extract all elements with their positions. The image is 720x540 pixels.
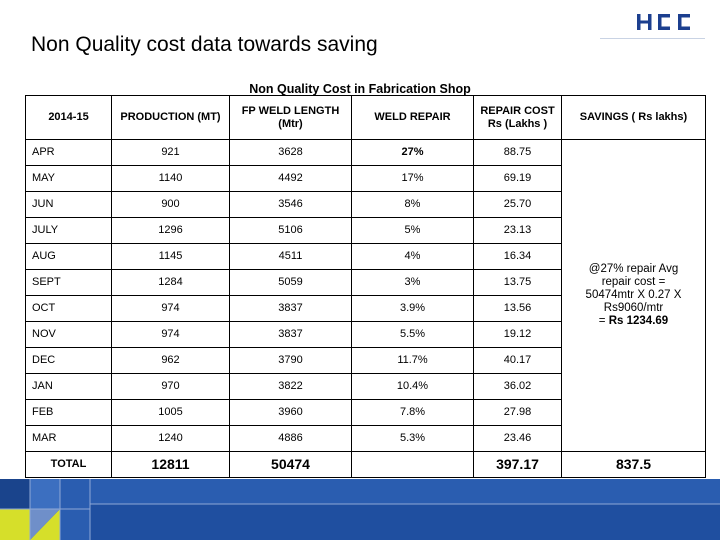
weld-repair-cell: 3%	[351, 269, 474, 296]
weld-length-cell: 4511	[229, 243, 352, 270]
table-row: MAR 1240 4886 5.3% 23.46	[25, 425, 706, 452]
note-line: repair cost =	[601, 276, 666, 288]
production-cell: 1005	[111, 399, 230, 426]
col-header-savings: SAVINGS ( Rs lakhs)	[561, 95, 706, 140]
repair-cost-cell: 23.46	[473, 425, 562, 452]
production-cell: 1240	[111, 425, 230, 452]
repair-cost-cell: 13.75	[473, 269, 562, 296]
col-header-production: PRODUCTION (MT)	[111, 95, 230, 140]
month-cell: JUN	[25, 191, 112, 218]
col-header-weld-repair: WELD REPAIR	[351, 95, 474, 140]
table-row: JAN 970 3822 10.4% 36.02	[25, 373, 706, 400]
repair-cost-cell: 36.02	[473, 373, 562, 400]
header-divider	[600, 38, 705, 39]
weld-repair-cell: 17%	[351, 165, 474, 192]
weld-length-cell: 4492	[229, 165, 352, 192]
weld-length-cell: 3822	[229, 373, 352, 400]
total-label: TOTAL	[25, 451, 112, 478]
weld-length-cell: 4886	[229, 425, 352, 452]
production-cell: 970	[111, 373, 230, 400]
table-row: JULY 1296 5106 5% 23.13	[25, 217, 706, 244]
repair-cost-cell: 25.70	[473, 191, 562, 218]
total-repair-cost: 397.17	[473, 451, 562, 478]
month-cell: APR	[25, 139, 112, 166]
month-cell: JULY	[25, 217, 112, 244]
month-cell: NOV	[25, 321, 112, 348]
weld-repair-cell: 3.9%	[351, 295, 474, 322]
weld-repair-cell: 10.4%	[351, 373, 474, 400]
non-quality-cost-table: 2014-15 PRODUCTION (MT) FP WELD LENGTH (…	[25, 95, 706, 478]
note-line: @27% repair Avg	[588, 263, 679, 275]
repair-cost-cell: 13.56	[473, 295, 562, 322]
month-cell: OCT	[25, 295, 112, 322]
weld-length-cell: 3837	[229, 295, 352, 322]
table-row: OCT 974 3837 3.9% 13.56	[25, 295, 706, 322]
note-line: 50474mtr X 0.27 X	[585, 289, 682, 301]
note-line: Rs9060/mtr	[603, 302, 664, 314]
table-header-row: 2014-15 PRODUCTION (MT) FP WELD LENGTH (…	[25, 95, 706, 140]
note-line: = Rs 1234.69	[564, 315, 703, 328]
month-cell: MAR	[25, 425, 112, 452]
month-cell: JAN	[25, 373, 112, 400]
repair-cost-cell: 19.12	[473, 321, 562, 348]
weld-length-cell: 3837	[229, 321, 352, 348]
month-cell: SEPT	[25, 269, 112, 296]
weld-repair-cell: 5.5%	[351, 321, 474, 348]
weld-repair-cell: 27%	[351, 139, 474, 166]
production-cell: 1145	[111, 243, 230, 270]
col-header-weld-length: FP WELD LENGTH (Mtr)	[229, 95, 352, 140]
production-cell: 900	[111, 191, 230, 218]
month-cell: DEC	[25, 347, 112, 374]
repair-cost-cell: 27.98	[473, 399, 562, 426]
repair-cost-cell: 16.34	[473, 243, 562, 270]
weld-repair-cell: 4%	[351, 243, 474, 270]
total-row: TOTAL 12811 50474 397.17 837.5	[25, 451, 706, 478]
production-cell: 1296	[111, 217, 230, 244]
total-production: 12811	[111, 451, 230, 478]
weld-repair-cell: 5%	[351, 217, 474, 244]
total-weld-length: 50474	[229, 451, 352, 478]
production-cell: 1140	[111, 165, 230, 192]
weld-length-cell: 3960	[229, 399, 352, 426]
weld-length-cell: 3628	[229, 139, 352, 166]
table-row: JUN 900 3546 8% 25.70	[25, 191, 706, 218]
table-title: Non Quality Cost in Fabrication Shop	[249, 82, 471, 96]
production-cell: 962	[111, 347, 230, 374]
weld-length-cell: 5059	[229, 269, 352, 296]
weld-repair-cell: 5.3%	[351, 425, 474, 452]
col-header-repair-cost: REPAIR COST Rs (Lakhs )	[473, 95, 562, 140]
weld-repair-cell: 8%	[351, 191, 474, 218]
table-row: AUG 1145 4511 4% 16.34	[25, 243, 706, 270]
table-row: SEPT 1284 5059 3% 13.75	[25, 269, 706, 296]
page-title: Non Quality cost data towards saving	[31, 33, 378, 56]
production-cell: 921	[111, 139, 230, 166]
weld-repair-cell: 11.7%	[351, 347, 474, 374]
footer-band	[0, 479, 720, 540]
total-weld-repair	[351, 451, 474, 478]
weld-length-cell: 3790	[229, 347, 352, 374]
note-result-value: Rs 1234.69	[608, 315, 669, 327]
weld-repair-cell: 7.8%	[351, 399, 474, 426]
total-savings: 837.5	[561, 451, 706, 478]
repair-cost-cell: 40.17	[473, 347, 562, 374]
table-row: MAY 1140 4492 17% 69.19	[25, 165, 706, 192]
weld-length-cell: 3546	[229, 191, 352, 218]
month-cell: FEB	[25, 399, 112, 426]
weld-length-cell: 5106	[229, 217, 352, 244]
note-result-prefix: =	[598, 315, 609, 327]
production-cell: 974	[111, 321, 230, 348]
table-row: APR 921 3628 27% 88.75 @27% repair Avg r…	[25, 139, 706, 452]
savings-calculation-note: @27% repair Avg repair cost = 50474mtr X…	[561, 139, 706, 452]
repair-cost-cell: 23.13	[473, 217, 562, 244]
month-cell: AUG	[25, 243, 112, 270]
production-cell: 1284	[111, 269, 230, 296]
production-cell: 974	[111, 295, 230, 322]
hcc-logo	[637, 14, 690, 30]
col-header-year: 2014-15	[25, 95, 112, 140]
repair-cost-cell: 88.75	[473, 139, 562, 166]
repair-cost-cell: 69.19	[473, 165, 562, 192]
month-cell: MAY	[25, 165, 112, 192]
